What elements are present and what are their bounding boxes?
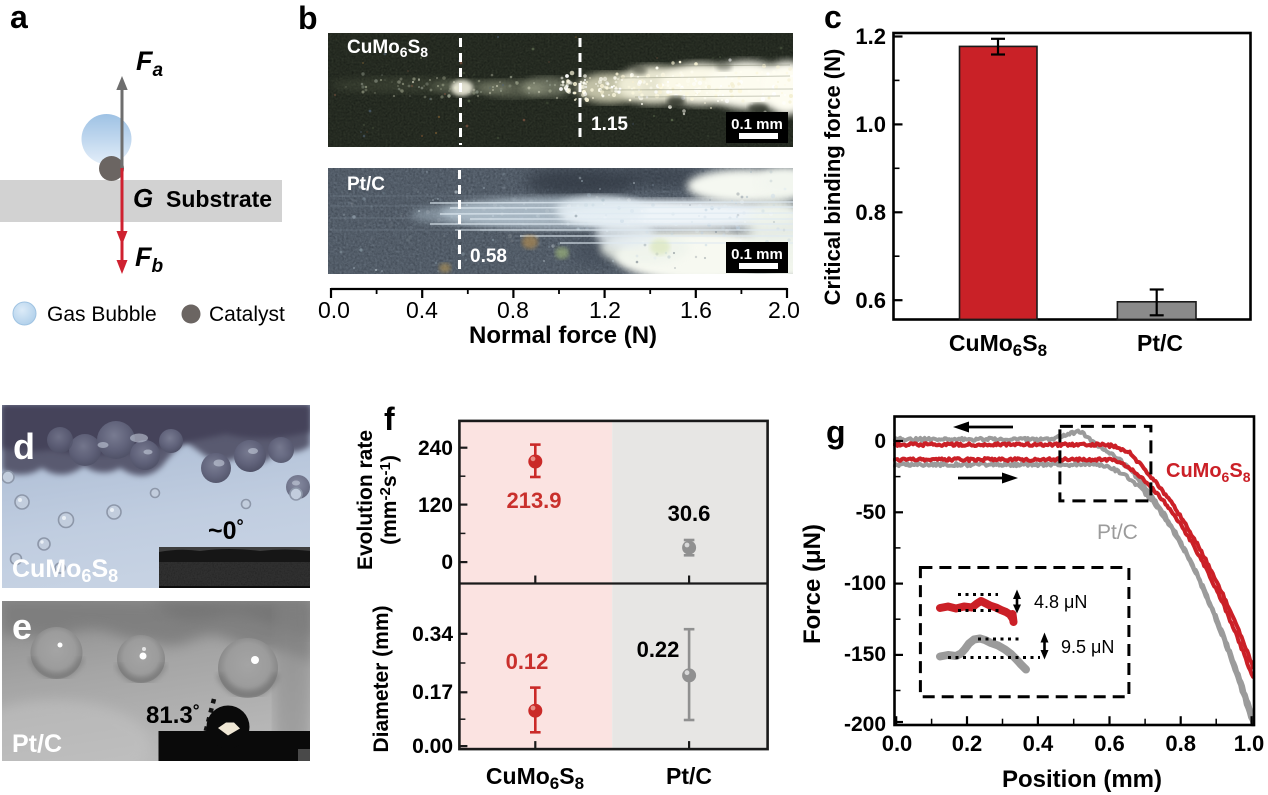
svg-text:-50: -50 (856, 501, 886, 524)
svg-text:Evolution rate: Evolution rate (354, 430, 377, 570)
svg-text:f: f (384, 401, 395, 437)
svg-text:CuMo6S8: CuMo6S8 (347, 37, 428, 60)
svg-text:Pt/C: Pt/C (347, 174, 385, 195)
svg-text:-200: -200 (844, 713, 886, 736)
svg-text:0.4: 0.4 (406, 297, 438, 323)
svg-text:Pt/C: Pt/C (1097, 521, 1138, 544)
svg-text:Normal force (N): Normal force (N) (469, 322, 657, 349)
svg-text:-100: -100 (844, 572, 886, 595)
svg-text:0.0: 0.0 (318, 297, 350, 323)
svg-text:G: G (133, 183, 153, 213)
svg-text:0.2: 0.2 (952, 731, 983, 756)
svg-text:Pt/C: Pt/C (666, 763, 712, 789)
svg-text:Position (mm): Position (mm) (1002, 766, 1162, 793)
svg-text:c: c (824, 0, 842, 35)
svg-text:0: 0 (441, 551, 453, 574)
svg-text:-150: -150 (844, 643, 886, 666)
svg-text:0.12: 0.12 (506, 649, 549, 674)
svg-text:CuMo6S8: CuMo6S8 (12, 555, 118, 586)
svg-text:Catalyst: Catalyst (209, 303, 285, 326)
svg-text:CuMo6S8: CuMo6S8 (1166, 460, 1251, 485)
svg-text:0.58: 0.58 (470, 246, 507, 267)
svg-text:1.6: 1.6 (680, 297, 712, 323)
svg-text:Diameter (mm): Diameter (mm) (370, 605, 393, 752)
svg-text:Force (μN): Force (μN) (799, 524, 826, 644)
svg-text:81.3°: 81.3° (146, 701, 200, 729)
svg-text:0.17: 0.17 (412, 681, 453, 704)
svg-text:0.34: 0.34 (412, 623, 453, 646)
svg-text:d: d (13, 426, 35, 467)
svg-text:CuMo6S8: CuMo6S8 (486, 763, 584, 793)
svg-text:1.2: 1.2 (589, 297, 621, 323)
svg-text:0: 0 (874, 430, 886, 453)
svg-text:CuMo6S8: CuMo6S8 (949, 330, 1047, 360)
svg-text:1.0: 1.0 (855, 112, 886, 137)
svg-text:0.1 mm: 0.1 mm (731, 246, 783, 263)
svg-text:0.1 mm: 0.1 mm (731, 116, 783, 133)
svg-text:1.0: 1.0 (1234, 731, 1265, 756)
svg-text:2.0: 2.0 (768, 297, 800, 323)
svg-text:0.00: 0.00 (412, 735, 453, 758)
svg-text:0.6: 0.6 (855, 288, 886, 313)
svg-text:Gas Bubble: Gas Bubble (47, 303, 157, 326)
svg-text:0.8: 0.8 (1165, 731, 1196, 756)
svg-text:Pt/C: Pt/C (1137, 330, 1183, 356)
svg-text:4.8 μN: 4.8 μN (1034, 592, 1087, 612)
svg-text:Fb: Fb (135, 242, 164, 277)
svg-text:0.22: 0.22 (637, 637, 680, 662)
svg-text:1.2: 1.2 (855, 24, 886, 49)
svg-text:9.5 μN: 9.5 μN (1061, 637, 1114, 657)
svg-text:b: b (298, 0, 318, 36)
svg-text:240: 240 (418, 437, 453, 460)
svg-text:0.8: 0.8 (855, 200, 886, 225)
svg-text:213.9: 213.9 (506, 488, 561, 513)
svg-text:Critical binding force (N): Critical binding force (N) (820, 49, 845, 306)
svg-text:Pt/C: Pt/C (12, 730, 62, 758)
svg-text:30.6: 30.6 (668, 501, 711, 526)
svg-text:a: a (10, 0, 28, 35)
svg-text:0.8: 0.8 (497, 297, 529, 323)
svg-text:0.6: 0.6 (1094, 731, 1125, 756)
svg-text:120: 120 (418, 494, 453, 517)
svg-text:1.15: 1.15 (591, 114, 628, 135)
svg-text:0.0: 0.0 (882, 731, 913, 756)
svg-text:0.4: 0.4 (1023, 731, 1054, 756)
svg-text:Substrate: Substrate (166, 186, 272, 212)
svg-text:Fa: Fa (136, 46, 164, 81)
svg-text:g: g (826, 414, 846, 450)
svg-text:(mm-2s-1): (mm-2s-1) (377, 455, 401, 545)
svg-text:e: e (12, 606, 32, 647)
